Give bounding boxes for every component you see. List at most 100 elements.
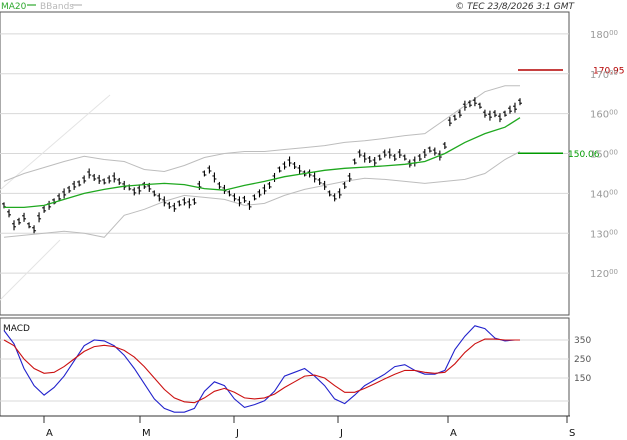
- price-y-tick-label: 14000: [590, 188, 618, 200]
- ohlc-bar: [492, 110, 497, 118]
- ohlc-bar: [32, 225, 37, 234]
- ohlc-bar: [217, 181, 222, 189]
- ohlc-bar: [242, 195, 247, 203]
- ohlc-bar: [62, 188, 67, 199]
- price-bars: [2, 97, 522, 234]
- ohlc-bar: [377, 154, 382, 161]
- trend-guide-line: [0, 94, 111, 191]
- ma20-legend-label: MA20: [1, 2, 27, 12]
- ohlc-bar: [362, 152, 367, 163]
- x-month-label: M: [142, 428, 151, 439]
- x-month-label: S: [569, 428, 575, 439]
- ohlc-bar: [332, 193, 337, 202]
- ohlc-bar: [512, 102, 517, 113]
- macd-panel-frame: [0, 317, 570, 417]
- ohlc-bar: [452, 114, 457, 121]
- ohlc-bar: [277, 166, 282, 173]
- ohlc-bar: [477, 102, 482, 109]
- macd-y-tick-label: 350: [574, 336, 591, 346]
- ohlc-bar: [432, 147, 437, 156]
- x-month-label: J: [235, 428, 239, 439]
- ma20-line: [4, 117, 521, 209]
- ohlc-bar: [167, 201, 172, 209]
- ohlc-bar: [252, 194, 257, 201]
- ohlc-bar: [72, 180, 77, 190]
- ohlc-bar: [482, 109, 487, 118]
- ohlc-bar: [397, 149, 402, 159]
- ohlc-bar: [157, 193, 162, 202]
- price-levels: 170.95 150.06: [518, 67, 625, 160]
- price-y-tick-label: 16000: [590, 109, 618, 121]
- ohlc-bar: [222, 184, 227, 194]
- x-month-label: A: [46, 428, 53, 439]
- ohlc-bar: [152, 190, 157, 197]
- price-y-tick-label: 17000: [590, 69, 618, 81]
- ohlc-bar: [112, 172, 117, 183]
- ohlc-bar: [402, 154, 407, 161]
- ohlc-bar: [457, 109, 462, 118]
- ohlc-bar: [77, 180, 82, 187]
- price-y-tick-label: 13000: [590, 228, 618, 240]
- ohlc-bar: [447, 117, 452, 127]
- ohlc-bar: [227, 190, 232, 197]
- ohlc-bar: [182, 197, 187, 206]
- ohlc-bar: [507, 105, 512, 114]
- ohlc-bar: [142, 181, 147, 189]
- copyright-text: © TEC 23/8/2026 3:1 GMT: [455, 2, 575, 12]
- ohlc-bar: [462, 100, 467, 111]
- bbands-lower-line: [3, 151, 521, 238]
- ohlc-bar: [367, 156, 372, 164]
- ohlc-bar: [317, 177, 322, 185]
- ohlc-bar: [207, 165, 212, 174]
- ohlc-bar: [267, 181, 272, 189]
- ohlc-bar: [307, 169, 312, 178]
- ohlc-bar: [347, 172, 352, 182]
- ohlc-bar: [237, 196, 242, 207]
- support-level-label: 150.06: [568, 150, 600, 160]
- ohlc-bar: [12, 220, 17, 231]
- ohlc-bar: [337, 188, 342, 199]
- ohlc-bar: [92, 173, 97, 181]
- ohlc-bar: [67, 185, 72, 193]
- ohlc-bar: [177, 200, 182, 207]
- macd-y-tick-label: 250: [574, 355, 591, 365]
- ohlc-bar: [372, 157, 377, 167]
- ohlc-bar: [417, 154, 422, 162]
- ohlc-bar: [327, 190, 332, 197]
- ohlc-bar: [282, 161, 287, 170]
- signal-line: [3, 338, 520, 404]
- ohlc-bar: [518, 98, 522, 106]
- ohlc-bar: [82, 175, 87, 184]
- macd-y-tick-label: 150: [574, 374, 591, 384]
- ohlc-bar: [442, 142, 447, 150]
- price-y-tick-label: 18000: [590, 29, 618, 41]
- ohlc-bar: [162, 196, 167, 207]
- price-y-tick-label: 15000: [590, 149, 618, 161]
- ohlc-bar: [7, 209, 12, 218]
- bbands-legend-label: BBands: [40, 2, 74, 12]
- ohlc-bar: [137, 184, 142, 195]
- ohlc-bar: [322, 180, 327, 190]
- ohlc-bar: [387, 148, 392, 159]
- ohlc-bar: [212, 172, 217, 183]
- ohlc-bar: [192, 197, 197, 205]
- ohlc-bar: [312, 172, 317, 183]
- macd-lines: [3, 325, 520, 413]
- ohlc-bar: [247, 200, 252, 210]
- ohlc-bar: [122, 180, 127, 190]
- ohlc-bar: [107, 175, 112, 184]
- bollinger-bands: [3, 85, 521, 238]
- ohlc-bar: [422, 149, 427, 159]
- ohlc-bar: [472, 97, 477, 107]
- resistance-level-label: 170.95: [593, 67, 625, 77]
- ohlc-bar: [42, 205, 47, 213]
- ohlc-bar: [197, 180, 202, 190]
- ma20-line-group: [4, 117, 521, 209]
- ohlc-bar: [22, 212, 27, 222]
- ohlc-bar: [502, 110, 507, 117]
- bbands-upper-line: [3, 85, 520, 182]
- y-axis-labels: 12000 13000 14000 15000 16000 17000 18000 350 25…: [574, 29, 618, 384]
